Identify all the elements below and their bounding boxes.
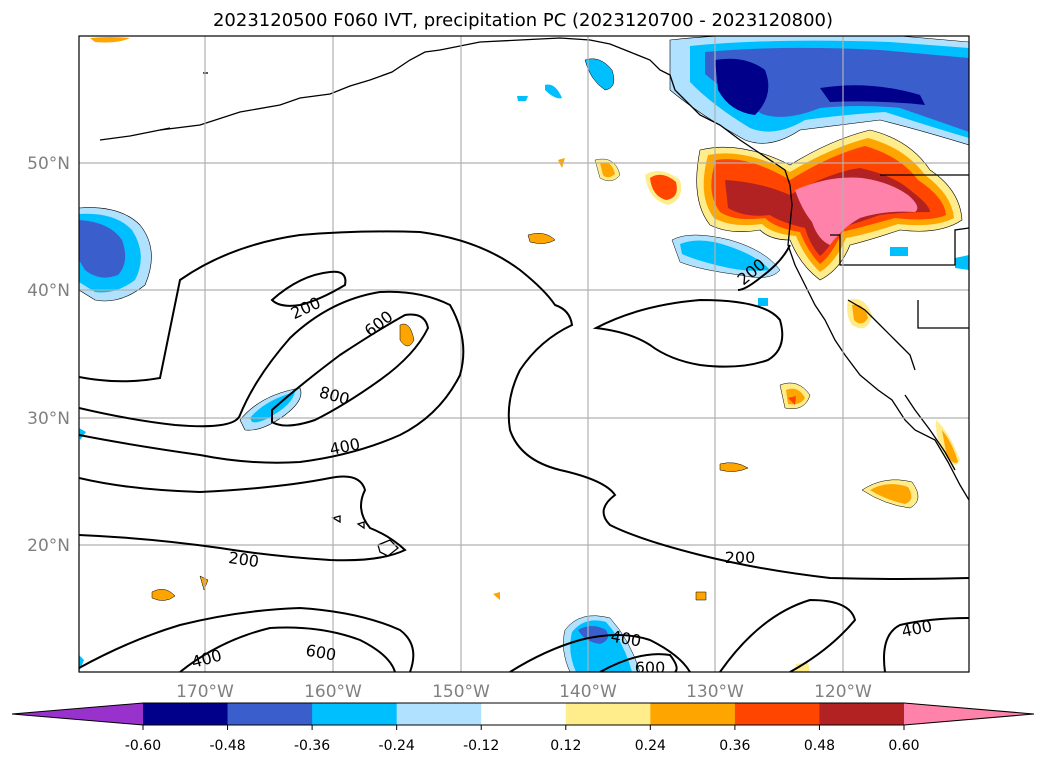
- lon-label: 120°W: [814, 682, 872, 702]
- colorbar-segment: [227, 703, 313, 725]
- gridlines: [79, 36, 969, 672]
- lat-label: 20°N: [27, 536, 70, 556]
- colorbar-tick-label: 0.24: [635, 738, 666, 754]
- colorbar-tick-label: 0.48: [804, 738, 835, 754]
- colorbar-segment: [734, 703, 820, 725]
- colorbar-tick-label: -0.36: [294, 738, 330, 754]
- longitude-labels: 170°W 160°W 150°W 140°W 130°W 120°W: [176, 682, 872, 702]
- colorbar-extend-low: [12, 703, 143, 725]
- lon-label: 170°W: [176, 682, 234, 702]
- lat-label: 30°N: [27, 409, 70, 429]
- colorbar-segment: [396, 703, 482, 725]
- lon-label: 160°W: [304, 682, 362, 702]
- lon-label: 150°W: [432, 682, 490, 702]
- contour-label: 600: [635, 658, 666, 677]
- colorbar-segment: [650, 703, 736, 725]
- coastlines: [99, 37, 969, 557]
- ivt-contours: [79, 230, 969, 672]
- colorbar-tick-label: 0.12: [550, 738, 581, 754]
- lat-label: 40°N: [27, 281, 70, 301]
- colorbar-tick-label: 0.60: [888, 738, 919, 754]
- lon-label: 140°W: [559, 682, 617, 702]
- colorbar-segment: [565, 703, 651, 725]
- negative-anomaly-areas: [79, 36, 969, 672]
- colorbar: -0.60 -0.48 -0.36 -0.24 -0.12 0.12 0.24 0.36 0.4…: [11, 702, 1035, 754]
- map-panel: 200 600 800 400 200 200 400 600 400 400 …: [79, 36, 969, 677]
- colorbar-segment: [481, 703, 567, 725]
- map-frame: [78, 35, 970, 673]
- lon-label: 130°W: [686, 682, 744, 702]
- colorbar-tick-label: -0.24: [379, 738, 415, 754]
- positive-anomaly-areas: [90, 37, 963, 672]
- colorbar-tick-label: -0.12: [463, 738, 499, 754]
- contour-label: 200: [227, 548, 260, 571]
- colorbar-tick-label: -0.48: [209, 738, 245, 754]
- colorbar-tick-label: -0.60: [125, 738, 161, 754]
- lat-label: 50°N: [27, 154, 70, 174]
- latitude-labels: 50°N 40°N 30°N 20°N: [27, 154, 70, 556]
- map-title: 2023120500 F060 IVT, precipitation PC (2…: [213, 10, 833, 31]
- colorbar-segment: [312, 703, 398, 725]
- colorbar-extend-high: [904, 703, 1034, 725]
- colorbar-segment: [819, 703, 905, 725]
- contour-label: 200: [725, 548, 756, 567]
- colorbar-tick-label: 0.36: [719, 738, 750, 754]
- colorbar-segment: [143, 703, 229, 725]
